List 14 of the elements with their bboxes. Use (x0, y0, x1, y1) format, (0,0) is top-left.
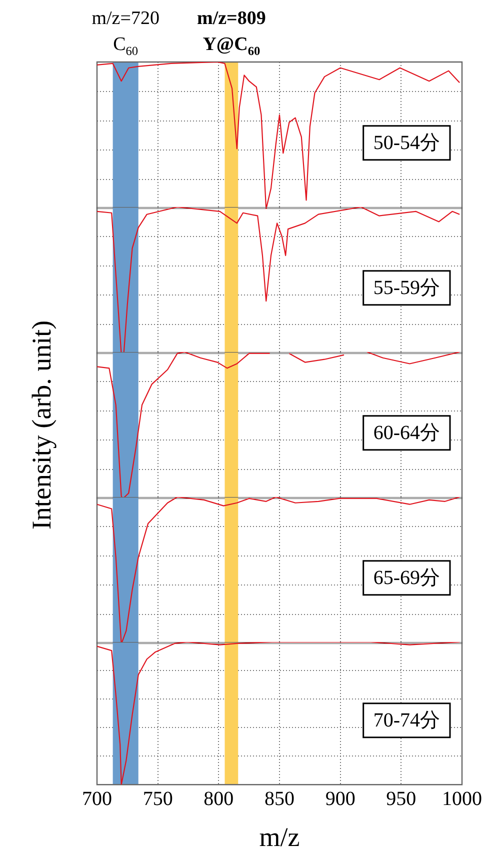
annotation: 65-69分 (373, 567, 440, 590)
x-tick-label: 1000 (442, 788, 482, 810)
x-tick-label: 750 (142, 788, 173, 810)
x-tick-label: 900 (325, 788, 356, 810)
x-tick-label: 850 (264, 788, 294, 810)
annotation: 60-64分 (373, 422, 440, 444)
y-axis-title: Intensity (arb. unit) (26, 320, 58, 530)
annotation: 55-59分 (373, 277, 440, 300)
x-tick-label: 700 (82, 788, 112, 810)
annotation: 70-74分 (373, 710, 440, 732)
x-tick-label: 800 (204, 788, 234, 810)
annotation: 50-54分 (373, 132, 440, 154)
x-axis-title: m/z (259, 822, 300, 852)
x-tick-label: 950 (386, 788, 416, 810)
